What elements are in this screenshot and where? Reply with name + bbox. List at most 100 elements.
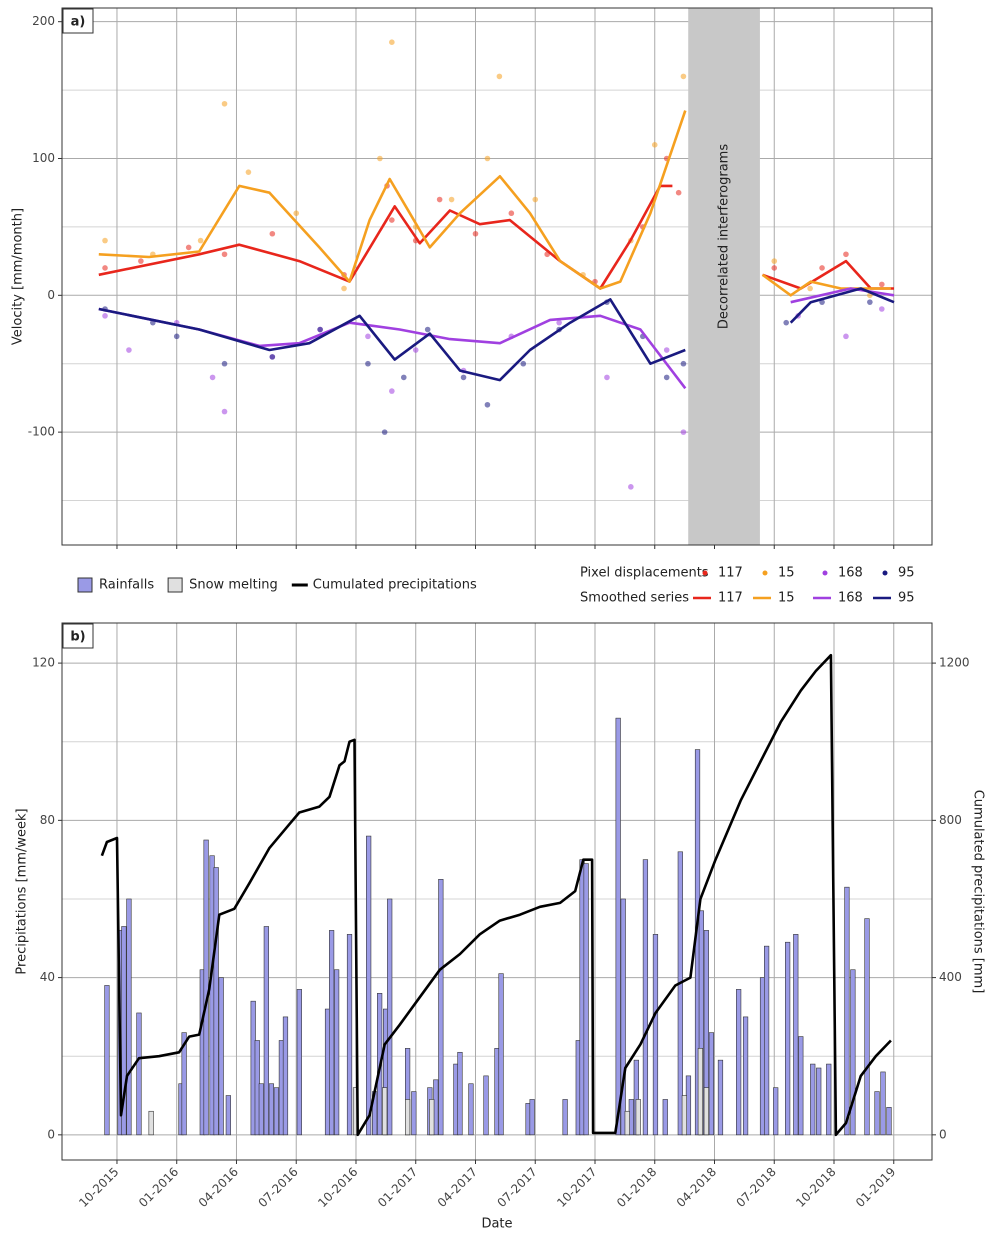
bar [736, 989, 742, 1136]
point [389, 217, 395, 223]
y2-tick-label: 1200 [939, 656, 970, 670]
point [484, 401, 491, 408]
bar [703, 1087, 709, 1136]
point [293, 210, 300, 217]
bar [677, 851, 683, 1136]
bar [296, 989, 302, 1136]
annotation: Decorrelated interferograms [717, 144, 732, 329]
bar [282, 1016, 289, 1136]
bar [798, 1036, 804, 1136]
bar [268, 1083, 274, 1136]
point [819, 265, 825, 271]
point [879, 281, 885, 288]
x-tick-label: 04-2016 [196, 1165, 241, 1210]
y2-axis-title: Cumulated precipitations [mm] [971, 790, 986, 994]
point [173, 333, 180, 340]
y-tick-label: 40 [40, 970, 55, 984]
bar [773, 1087, 779, 1136]
bar [429, 1099, 435, 1136]
plot-border [61, 7, 933, 546]
bar [717, 1059, 724, 1136]
point [245, 169, 252, 175]
bar [785, 941, 791, 1136]
point [520, 360, 527, 367]
legend-swatch [762, 570, 768, 576]
bar [562, 1099, 568, 1136]
y-axis-title: Precipitations [mm/week] [15, 808, 30, 974]
legend-label: 15 [778, 591, 795, 606]
legend-title: Pixel displacements [580, 566, 709, 581]
point [221, 100, 228, 107]
bar [387, 898, 393, 1136]
panel-label-box [62, 8, 94, 34]
bar [624, 1110, 630, 1136]
point [269, 354, 276, 360]
bar [263, 926, 269, 1136]
x-tick-label: 01-2018 [614, 1165, 659, 1210]
bar [697, 1048, 703, 1136]
point [381, 429, 388, 435]
bar [886, 1107, 892, 1136]
bar [181, 1032, 187, 1136]
point [102, 237, 108, 244]
point [400, 374, 407, 381]
point [460, 374, 467, 381]
point [663, 347, 670, 353]
bar [529, 1099, 535, 1136]
y-tick-label: 200 [32, 14, 55, 28]
point [843, 251, 849, 258]
bar [826, 1063, 832, 1136]
y2-tick-label: 0 [939, 1127, 947, 1141]
point [102, 265, 108, 271]
x-tick-label: 10-2015 [76, 1165, 121, 1210]
bar [708, 1032, 714, 1136]
point [508, 210, 515, 217]
bar [405, 1099, 411, 1136]
point [783, 319, 790, 326]
point [389, 39, 395, 46]
x-tick-label: 10-2017 [554, 1165, 599, 1210]
point [126, 347, 132, 353]
bar [498, 973, 504, 1136]
bar [583, 863, 589, 1136]
point [484, 155, 491, 162]
x-tick-label: 10-2018 [793, 1165, 838, 1210]
point [269, 230, 276, 237]
bar [816, 1067, 822, 1136]
bar [438, 879, 444, 1136]
bar [635, 1099, 641, 1136]
panel-label-box [62, 623, 94, 649]
line [98, 287, 895, 382]
bar [203, 839, 209, 1136]
x-tick-label: 04-2018 [674, 1165, 719, 1210]
bar [148, 1110, 154, 1136]
point [221, 408, 228, 415]
x-tick-label: 01-2019 [853, 1165, 898, 1210]
bar [844, 886, 850, 1136]
bar [468, 1083, 474, 1136]
bar [615, 717, 621, 1136]
legend-label: 117 [718, 566, 743, 581]
legend-label: 168 [838, 566, 863, 581]
legend-label: Snow melting [189, 578, 278, 593]
point [771, 265, 778, 271]
point [867, 299, 873, 305]
point [424, 326, 431, 333]
x-axis-title: Date [481, 1217, 512, 1232]
decorrelated-band [688, 8, 760, 545]
point [341, 285, 347, 292]
point [209, 374, 216, 381]
y-tick-label: -100 [28, 425, 55, 439]
x-tick-label: 01-2016 [136, 1165, 181, 1210]
bar [620, 898, 626, 1136]
bar [810, 1063, 816, 1136]
bar [642, 859, 649, 1136]
bar [366, 835, 372, 1136]
point [663, 374, 670, 381]
bar [764, 945, 770, 1136]
bar [213, 867, 219, 1136]
bar [225, 1095, 231, 1136]
point [377, 155, 383, 162]
point [604, 374, 610, 381]
point [448, 196, 455, 203]
